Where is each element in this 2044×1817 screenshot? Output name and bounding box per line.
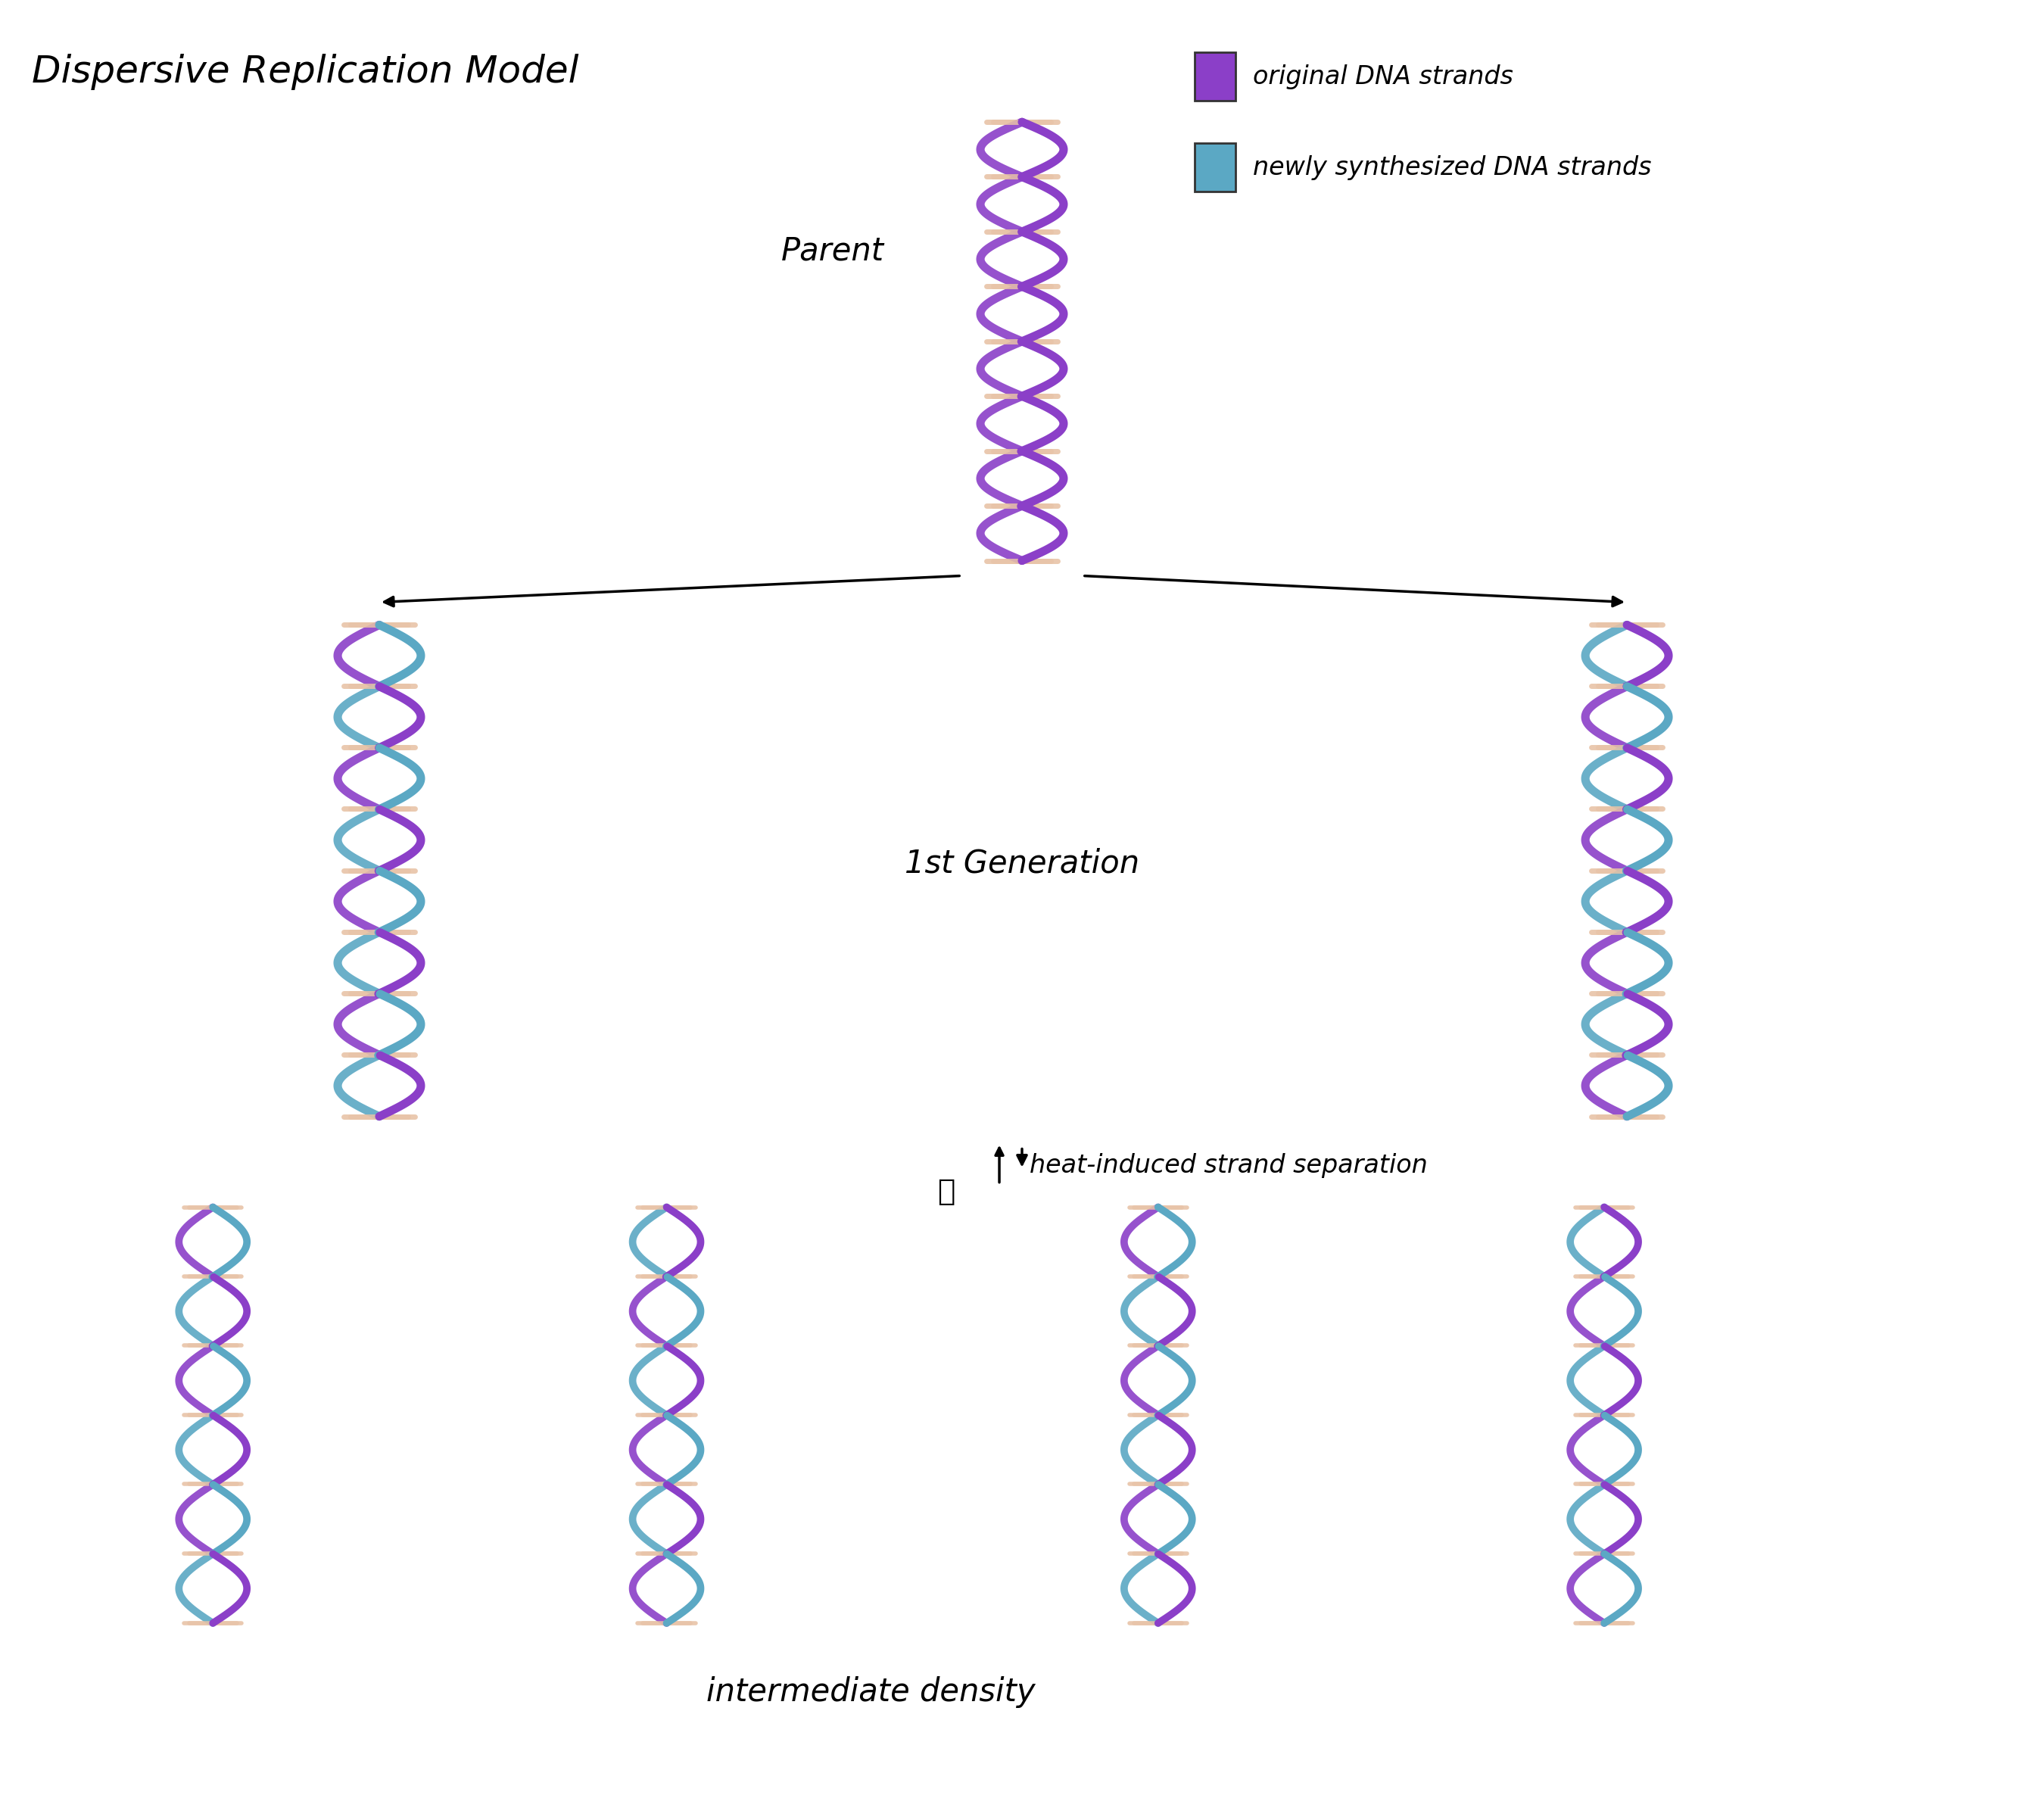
Text: 🔥: 🔥	[938, 1177, 955, 1206]
FancyBboxPatch shape	[1194, 144, 1235, 191]
Text: 1st Generation: 1st Generation	[905, 847, 1139, 879]
Text: newly synthesized DNA strands: newly synthesized DNA strands	[1253, 154, 1652, 180]
Text: intermediate density: intermediate density	[707, 1675, 1034, 1708]
FancyBboxPatch shape	[1194, 53, 1235, 102]
Text: Dispersive Replication Model: Dispersive Replication Model	[31, 55, 578, 91]
Text: heat-induced strand separation: heat-induced strand separation	[1030, 1154, 1427, 1177]
Text: Parent: Parent	[781, 234, 885, 267]
Text: original DNA strands: original DNA strands	[1253, 64, 1513, 89]
